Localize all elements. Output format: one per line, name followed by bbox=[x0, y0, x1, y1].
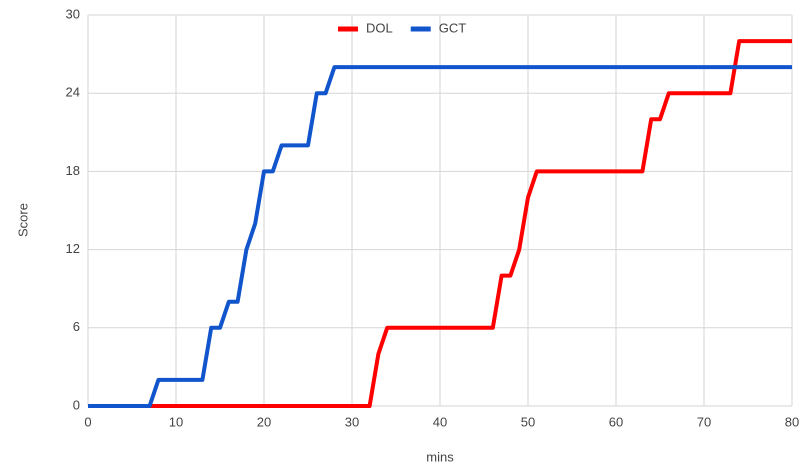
x-tick-label: 40 bbox=[433, 414, 447, 429]
x-tick-label: 50 bbox=[521, 414, 535, 429]
y-tick-label: 18 bbox=[66, 163, 80, 178]
y-axis-label: Score bbox=[15, 203, 30, 237]
y-tick-label: 12 bbox=[66, 241, 80, 256]
y-tick-label: 30 bbox=[66, 6, 80, 21]
data-line bbox=[88, 65, 792, 408]
x-tick-label: 30 bbox=[345, 414, 359, 429]
y-tick-label: 0 bbox=[73, 397, 80, 412]
x-tick-label: 20 bbox=[257, 414, 271, 429]
y-tick-label: 6 bbox=[73, 319, 80, 334]
legend-label: DOL bbox=[366, 20, 393, 35]
data-line bbox=[88, 39, 792, 408]
x-tick-label: 10 bbox=[169, 414, 183, 429]
x-tick-label: 0 bbox=[84, 414, 91, 429]
legend-label: GCT bbox=[439, 20, 467, 35]
x-axis-label: mins bbox=[426, 449, 454, 464]
x-tick-label: 70 bbox=[697, 414, 711, 429]
y-tick-label: 24 bbox=[66, 85, 80, 100]
x-tick-label: 80 bbox=[785, 414, 799, 429]
x-tick-label: 60 bbox=[609, 414, 623, 429]
